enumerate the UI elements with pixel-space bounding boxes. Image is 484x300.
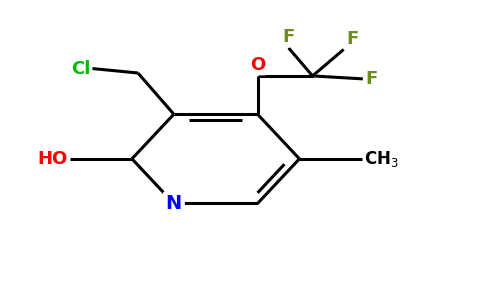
Text: F: F <box>346 30 358 48</box>
Text: HO: HO <box>37 150 67 168</box>
Text: O: O <box>250 56 265 74</box>
Text: F: F <box>365 70 378 88</box>
Text: N: N <box>166 194 182 213</box>
Text: Cl: Cl <box>71 60 90 78</box>
Text: CH$_3$: CH$_3$ <box>364 149 399 169</box>
Text: F: F <box>283 28 295 46</box>
